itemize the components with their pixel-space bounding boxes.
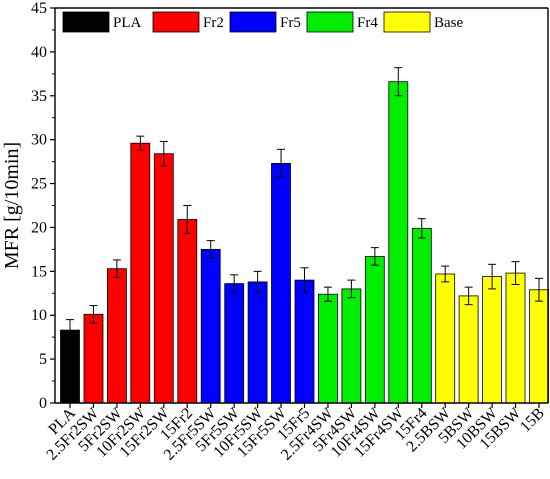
bar-5Fr2SW (107, 268, 127, 404)
legend-swatch-Fr2 (152, 11, 200, 33)
bar-15Fr2SW (153, 153, 174, 404)
error-bar-5BSW (464, 286, 473, 306)
y-tick-label: 25 (31, 176, 47, 193)
error-bar-5Fr4SW (347, 279, 356, 299)
error-bar-15Fr4SW (394, 67, 403, 97)
legend-swatch-Fr4 (306, 11, 354, 33)
bar-5BSW (458, 295, 479, 404)
bar-10Fr4SW (364, 255, 385, 404)
error-bar-15Fr2 (183, 205, 192, 235)
y-tick-label: 5 (39, 351, 47, 368)
y-tick-label: 30 (31, 132, 47, 149)
bars (60, 81, 549, 404)
bar-15Fr2 (177, 219, 198, 404)
error-bar-10Fr2SW (136, 135, 145, 151)
bar-15Fr4 (411, 227, 432, 404)
error-bar-2.5Fr5SW (206, 240, 215, 259)
bar-15BSW (505, 272, 526, 404)
y-tick-label: 20 (31, 219, 47, 236)
error-bar-10Fr5SW (253, 270, 262, 293)
y-tick-label: 45 (31, 0, 47, 17)
bar-15Fr5 (294, 279, 315, 404)
error-bar-15Fr5 (300, 267, 309, 293)
legend-label-Fr4: Fr4 (357, 15, 378, 31)
legend-label-Base: Base (434, 15, 464, 31)
axes (50, 7, 549, 408)
bar-15Fr5SW (271, 162, 291, 404)
error-bar-15Fr4 (417, 218, 426, 239)
legend-label-PLA: PLA (113, 15, 142, 31)
bar-2.5Fr2SW (83, 313, 104, 404)
error-bar-2.5BSW (441, 265, 450, 283)
bar-10Fr5SW (247, 281, 268, 404)
y-tick-label: 40 (31, 44, 47, 61)
bar-2.5BSW (435, 273, 456, 404)
legend: PLA Fr2 Fr5 Fr4 Base (62, 11, 464, 33)
bar-15Fr4SW (388, 81, 409, 404)
legend-swatch-Fr5 (229, 11, 277, 33)
error-bar-2.5Fr2SW (89, 305, 98, 324)
y-tick-label: 15 (31, 263, 47, 280)
legend-swatch-PLA (62, 11, 110, 33)
bar-15B (529, 289, 549, 404)
error-bar-PLA (66, 319, 74, 342)
error-bar-15Fr5SW (277, 148, 286, 178)
legend-label-Fr2: Fr2 (203, 15, 224, 31)
error-bar-10Fr4SW (370, 247, 379, 266)
error-bar-15BSW (511, 261, 520, 285)
bar-5Fr5SW (224, 283, 245, 404)
y-tick-label: 0 (39, 395, 47, 412)
error-bar-2.5Fr4SW (323, 286, 332, 302)
bar-10Fr2SW (130, 142, 151, 404)
error-bar-10BSW (488, 263, 497, 290)
error-bar-15B (535, 277, 543, 302)
y-tick-label: 10 (31, 307, 47, 324)
x-tick-label-15B: 15B (517, 405, 548, 436)
error-bar-5Fr2SW (112, 259, 121, 278)
bar-10BSW (482, 276, 503, 404)
error-bar-15Fr2SW (159, 140, 168, 167)
bar-5Fr4SW (341, 288, 362, 404)
legend-label-Fr5: Fr5 (280, 15, 301, 31)
y-tick-label: 35 (31, 88, 47, 105)
bar-2.5Fr5SW (200, 248, 221, 404)
y-axis-label: MFR [g/10min] (1, 142, 23, 269)
error-bar-5Fr5SW (230, 274, 239, 293)
error-bars (66, 67, 543, 342)
legend-swatch-Base (383, 11, 431, 33)
bar-2.5Fr4SW (317, 293, 338, 404)
